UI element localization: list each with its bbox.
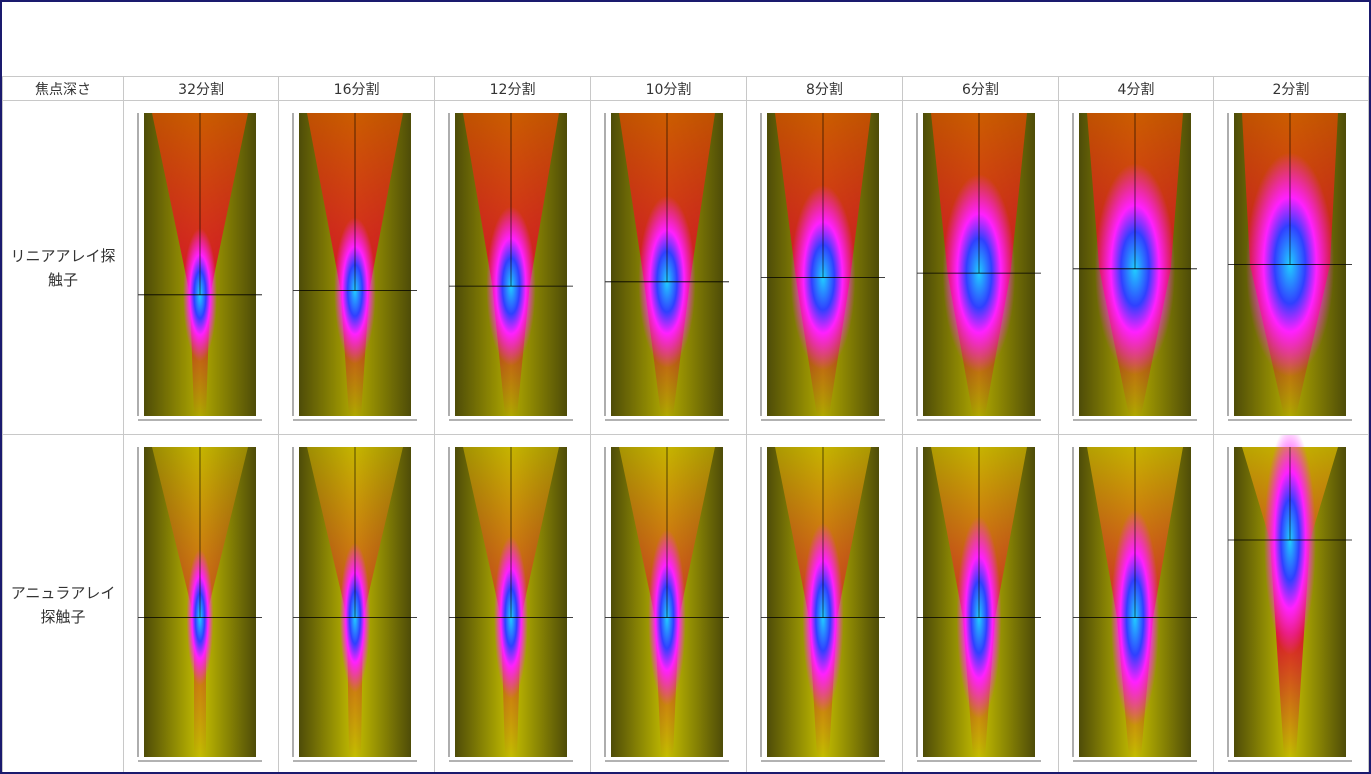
image-cell <box>435 435 591 774</box>
column-header: 12分割 <box>435 77 591 101</box>
column-header: 6分割 <box>902 77 1058 101</box>
beam-image <box>1059 435 1213 774</box>
beam-image <box>279 101 433 434</box>
row-label: リニアアレイ探触子 <box>3 101 124 435</box>
image-cell <box>902 435 1058 774</box>
column-header: 16分割 <box>279 77 435 101</box>
image-cell <box>591 435 747 774</box>
beam-image <box>1214 435 1368 774</box>
table-body: リニアアレイ探触子アニュラアレイ探触子 <box>3 101 1369 774</box>
beam-image <box>435 101 589 434</box>
beam-image <box>124 435 278 774</box>
table-row: リニアアレイ探触子 <box>3 101 1369 435</box>
image-cell <box>1058 435 1213 774</box>
beam-image <box>747 101 901 434</box>
beam-image <box>903 435 1057 774</box>
image-cell <box>124 101 279 435</box>
image-cell <box>902 101 1058 435</box>
image-cell <box>1058 101 1213 435</box>
column-header: 4分割 <box>1058 77 1213 101</box>
table-row: アニュラアレイ探触子 <box>3 435 1369 774</box>
beam-image <box>279 435 433 774</box>
image-cell <box>747 435 903 774</box>
image-cell <box>279 101 435 435</box>
beam-image <box>1214 101 1368 434</box>
column-header: 焦点深さ <box>3 77 124 101</box>
beam-image <box>903 101 1057 434</box>
image-cell <box>279 435 435 774</box>
beam-image <box>591 435 745 774</box>
column-header: 2分割 <box>1213 77 1368 101</box>
image-cell <box>124 435 279 774</box>
column-header: 32分割 <box>124 77 279 101</box>
image-cell <box>747 101 903 435</box>
beam-image <box>1059 101 1213 434</box>
column-header: 10分割 <box>591 77 747 101</box>
beam-image <box>747 435 901 774</box>
slide: 焦点深さ32分割16分割12分割10分割8分割6分割4分割2分割 リニアアレイ探… <box>0 0 1371 774</box>
column-header: 8分割 <box>747 77 903 101</box>
image-cell <box>1213 435 1368 774</box>
image-cell <box>435 101 591 435</box>
beam-image <box>591 101 745 434</box>
image-cell <box>591 101 747 435</box>
beam-image <box>435 435 589 774</box>
beam-image <box>124 101 278 434</box>
row-label: アニュラアレイ探触子 <box>3 435 124 774</box>
image-cell <box>1213 101 1368 435</box>
